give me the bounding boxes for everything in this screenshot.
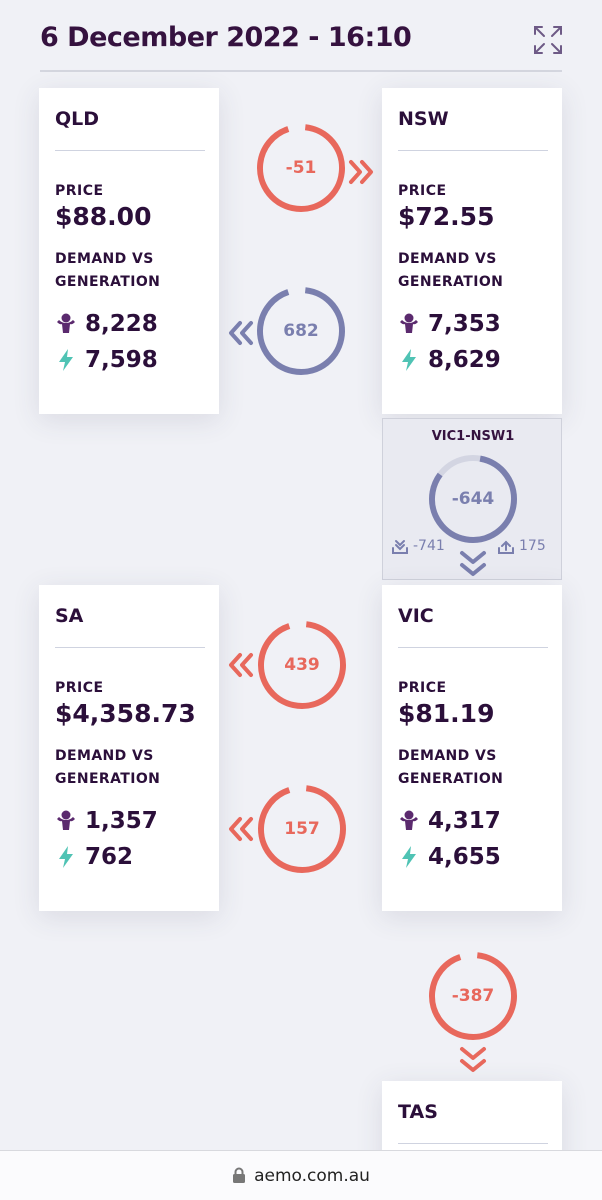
download-tray-icon	[392, 540, 408, 554]
flow-value: 157	[284, 819, 320, 839]
generation-row: 4,655	[398, 842, 501, 872]
flow-value: 439	[284, 655, 320, 675]
demand-vs-generation-label: DEMAND VS GENERATION	[398, 248, 503, 294]
price-label: PRICE	[398, 183, 447, 199]
region-card-sa[interactable]: SA PRICE $4,358.73 DEMAND VS GENERATION …	[39, 585, 219, 911]
region-card-qld[interactable]: QLD PRICE $88.00 DEMAND VS GENERATION 8,…	[39, 88, 219, 414]
interconnector-name: VIC1-NSW1	[431, 429, 515, 444]
demand-value: 1,357	[85, 808, 158, 834]
dvg-line1: DEMAND VS	[55, 251, 154, 267]
region-name: VIC	[398, 605, 434, 627]
region-name: SA	[55, 605, 84, 627]
card-divider	[398, 647, 548, 648]
flow-sa-vic-top[interactable]: 439	[256, 619, 348, 711]
flow-value: -51	[285, 158, 317, 178]
price-label: PRICE	[398, 680, 447, 696]
region-card-vic[interactable]: VIC PRICE $81.19 DEMAND VS GENERATION 4,…	[382, 585, 562, 911]
generation-value: 8,629	[428, 347, 501, 373]
generation-row: 762	[55, 842, 133, 872]
flow-vic-tas[interactable]: -387	[427, 950, 519, 1042]
price-value: $4,358.73	[55, 699, 196, 728]
flow-vic-nsw[interactable]: -644	[427, 453, 519, 545]
demand-row: 8,228	[55, 309, 158, 339]
dvg-line2: GENERATION	[55, 771, 161, 787]
flow-value: -387	[451, 986, 495, 1006]
generation-row: 8,629	[398, 345, 501, 375]
price-label: PRICE	[55, 183, 104, 199]
chevron-down-icon	[460, 1047, 486, 1072]
price-value: $81.19	[398, 699, 495, 728]
demand-value: 4,317	[428, 808, 501, 834]
chevron-down-icon	[460, 551, 486, 576]
url-text: aemo.com.au	[254, 1165, 370, 1186]
lightning-icon	[402, 349, 416, 371]
flow-value: 682	[283, 321, 319, 341]
lightning-icon	[59, 349, 73, 371]
chevron-right-icon	[349, 160, 373, 184]
card-divider	[398, 150, 548, 151]
dvg-line2: GENERATION	[398, 274, 504, 290]
dvg-line1: DEMAND VS	[398, 748, 497, 764]
generation-value: 4,655	[428, 844, 501, 870]
flow-value: -644	[451, 489, 495, 509]
card-divider	[398, 1143, 548, 1144]
chevron-left-icon	[229, 321, 253, 345]
flow-qld-nsw-top[interactable]: -51	[255, 122, 347, 214]
region-name: TAS	[398, 1101, 438, 1123]
dvg-line1: DEMAND VS	[398, 251, 497, 267]
browser-address-bar[interactable]: aemo.com.au	[0, 1150, 602, 1200]
import-limit-value: -741	[413, 538, 445, 554]
price-value: $72.55	[398, 202, 495, 231]
card-divider	[55, 150, 205, 151]
demand-value: 7,353	[428, 311, 501, 337]
generation-value: 762	[85, 844, 134, 870]
demand-person-icon	[57, 313, 75, 333]
demand-vs-generation-label: DEMAND VS GENERATION	[55, 745, 160, 791]
dvg-line2: GENERATION	[398, 771, 504, 787]
flow-sa-vic-bottom[interactable]: 157	[256, 783, 348, 875]
chevron-left-icon	[229, 817, 253, 841]
upload-tray-icon	[498, 540, 514, 554]
demand-person-icon	[57, 810, 75, 830]
lightning-icon	[402, 846, 416, 868]
page-title: 6 December 2022 - 16:10	[40, 22, 412, 53]
region-card-nsw[interactable]: NSW PRICE $72.55 DEMAND VS GENERATION 7,…	[382, 88, 562, 414]
price-value: $88.00	[55, 202, 152, 231]
flow-qld-nsw-bottom[interactable]: 682	[255, 285, 347, 377]
interconnector-panel[interactable]: VIC1-NSW1 -644 -741 175	[382, 418, 562, 580]
export-limit: 175	[497, 537, 546, 555]
price-label: PRICE	[55, 680, 104, 696]
region-name: QLD	[55, 108, 100, 130]
demand-vs-generation-label: DEMAND VS GENERATION	[55, 248, 160, 294]
chevron-left-icon	[229, 653, 253, 677]
demand-row: 1,357	[55, 806, 158, 836]
generation-row: 7,598	[55, 345, 158, 375]
export-limit-value: 175	[519, 538, 546, 554]
demand-row: 4,317	[398, 806, 501, 836]
dvg-line2: GENERATION	[55, 274, 161, 290]
demand-person-icon	[400, 313, 418, 333]
region-name: NSW	[398, 108, 449, 130]
expand-icon[interactable]	[532, 24, 564, 56]
demand-row: 7,353	[398, 309, 501, 339]
header-divider	[40, 70, 562, 72]
lightning-icon	[59, 846, 73, 868]
demand-person-icon	[400, 810, 418, 830]
demand-value: 8,228	[85, 311, 158, 337]
card-divider	[55, 647, 205, 648]
demand-vs-generation-label: DEMAND VS GENERATION	[398, 745, 503, 791]
import-limit: -741	[391, 537, 445, 555]
header: 6 December 2022 - 16:10	[0, 0, 602, 72]
dvg-line1: DEMAND VS	[55, 748, 154, 764]
lock-icon	[233, 1167, 246, 1183]
generation-value: 7,598	[85, 347, 158, 373]
